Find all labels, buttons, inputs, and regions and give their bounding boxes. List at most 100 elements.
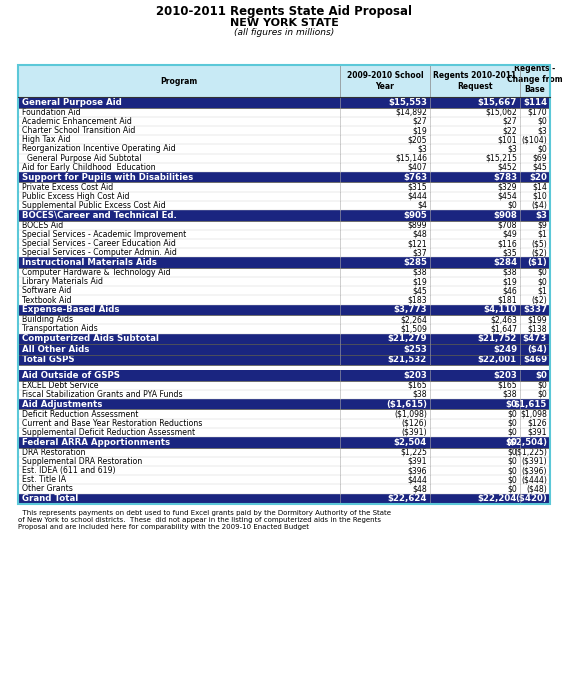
Text: Building Aids: Building Aids — [22, 315, 73, 324]
Text: DRA Restoration: DRA Restoration — [22, 447, 86, 456]
Bar — [18, 333, 550, 344]
Text: $15,146: $15,146 — [395, 153, 427, 162]
Text: $14: $14 — [532, 183, 547, 192]
Text: $0: $0 — [537, 390, 547, 399]
Text: $0: $0 — [537, 268, 547, 277]
Text: $0: $0 — [507, 410, 517, 419]
Bar — [18, 484, 550, 494]
Text: $126: $126 — [527, 419, 547, 428]
Text: $0: $0 — [537, 117, 547, 126]
Text: $38: $38 — [412, 390, 427, 399]
Text: Aid for Early Childhood  Education: Aid for Early Childhood Education — [22, 163, 156, 172]
Bar — [18, 370, 550, 381]
Bar — [18, 295, 550, 304]
Text: $0: $0 — [537, 144, 547, 153]
Bar — [18, 268, 550, 277]
Text: $905: $905 — [403, 211, 427, 220]
Bar — [18, 162, 550, 172]
Text: $0: $0 — [505, 400, 517, 409]
Text: $116: $116 — [497, 239, 517, 248]
Bar — [18, 475, 550, 484]
Bar — [18, 399, 550, 409]
Bar — [18, 419, 550, 428]
Bar — [18, 258, 550, 268]
Text: $4: $4 — [417, 201, 427, 210]
Text: $22: $22 — [502, 126, 517, 135]
Bar — [18, 381, 550, 390]
Text: ($1): ($1) — [527, 258, 547, 267]
Text: $284: $284 — [493, 258, 517, 267]
Text: $444: $444 — [407, 192, 427, 201]
Text: Academic Enhancement Aid: Academic Enhancement Aid — [22, 117, 132, 126]
Text: Supplemental Public Excess Cost Aid: Supplemental Public Excess Cost Aid — [22, 201, 166, 210]
Bar — [18, 126, 550, 135]
Text: $2,504: $2,504 — [394, 438, 427, 447]
Text: ($2): ($2) — [531, 248, 547, 257]
Text: Other Grants: Other Grants — [22, 484, 73, 494]
Text: Special Services - Career Education Aid: Special Services - Career Education Aid — [22, 239, 176, 248]
Text: $0: $0 — [507, 457, 517, 466]
Text: Grand Total: Grand Total — [22, 494, 78, 503]
Text: $407: $407 — [407, 163, 427, 172]
Bar — [18, 286, 550, 295]
Text: $2,463: $2,463 — [490, 315, 517, 324]
Text: $205: $205 — [407, 135, 427, 144]
Text: $1: $1 — [537, 286, 547, 295]
Text: (all figures in millions): (all figures in millions) — [234, 28, 334, 37]
Text: $27: $27 — [502, 117, 517, 126]
Text: Fiscal Stabilization Grants and PYA Funds: Fiscal Stabilization Grants and PYA Fund… — [22, 390, 183, 399]
Text: 2010-2011 Regents State Aid Proposal: 2010-2011 Regents State Aid Proposal — [156, 5, 412, 18]
Text: $15,062: $15,062 — [485, 108, 517, 117]
Bar — [18, 183, 550, 192]
Text: This represents payments on debt used to fund Excel grants paid by the Dormitory: This represents payments on debt used to… — [18, 510, 391, 516]
Text: $69: $69 — [532, 153, 547, 162]
Bar — [18, 447, 550, 456]
Text: $203: $203 — [403, 371, 427, 380]
Text: Charter School Transition Aid: Charter School Transition Aid — [22, 126, 135, 135]
Text: $48: $48 — [412, 484, 427, 494]
Text: $165: $165 — [407, 381, 427, 390]
Text: $183: $183 — [407, 295, 427, 304]
Bar — [18, 220, 550, 230]
Text: $249: $249 — [493, 345, 517, 354]
Bar — [18, 324, 550, 333]
Bar — [18, 456, 550, 466]
Text: Public Excess High Cost Aid: Public Excess High Cost Aid — [22, 192, 130, 201]
Text: $452: $452 — [498, 163, 517, 172]
Text: ($391): ($391) — [402, 428, 427, 437]
Bar — [18, 172, 550, 183]
Text: Library Materials Aid: Library Materials Aid — [22, 277, 103, 286]
Text: $391: $391 — [527, 428, 547, 437]
Text: ($396): ($396) — [521, 466, 547, 475]
Text: $1,098: $1,098 — [520, 410, 547, 419]
Text: $22,204: $22,204 — [478, 494, 517, 503]
Text: Regents 2010-2011
Request: Regents 2010-2011 Request — [433, 71, 517, 91]
Text: Aid Adjustments: Aid Adjustments — [22, 400, 102, 409]
Text: ($444): ($444) — [521, 475, 547, 484]
Text: $35: $35 — [502, 248, 517, 257]
Text: Foundation Aid: Foundation Aid — [22, 108, 81, 117]
Text: $101: $101 — [497, 135, 517, 144]
Text: $20: $20 — [529, 173, 547, 182]
Text: $181: $181 — [497, 295, 517, 304]
Text: ($4): ($4) — [527, 345, 547, 354]
Text: $45: $45 — [532, 163, 547, 172]
Text: Federal ARRA Apportionments: Federal ARRA Apportionments — [22, 438, 170, 447]
Text: Proposal and are included here for comparability with the 2009-10 Enacted Budget: Proposal and are included here for compa… — [18, 524, 309, 530]
Text: Supplemental Deficit Reduction Assessment: Supplemental Deficit Reduction Assessmen… — [22, 428, 195, 437]
Text: Regents -
Change from
Base: Regents - Change from Base — [507, 64, 563, 94]
Text: NEW YORK STATE: NEW YORK STATE — [229, 18, 339, 28]
Bar — [18, 97, 550, 108]
Text: EXCEL Debt Service: EXCEL Debt Service — [22, 381, 98, 390]
Text: $3: $3 — [535, 211, 547, 220]
Text: $114: $114 — [523, 98, 547, 106]
Bar — [18, 494, 550, 504]
Text: $396: $396 — [407, 466, 427, 475]
Text: $15,215: $15,215 — [485, 153, 517, 162]
Text: General Purpose Aid Subtotal: General Purpose Aid Subtotal — [22, 153, 141, 162]
Text: Support for Pupils with Disabilities: Support for Pupils with Disabilities — [22, 173, 193, 182]
Text: Transportation Aids: Transportation Aids — [22, 324, 98, 333]
Text: General Purpose Aid: General Purpose Aid — [22, 98, 122, 106]
Text: $0: $0 — [535, 371, 547, 380]
Text: $21,752: $21,752 — [478, 335, 517, 343]
